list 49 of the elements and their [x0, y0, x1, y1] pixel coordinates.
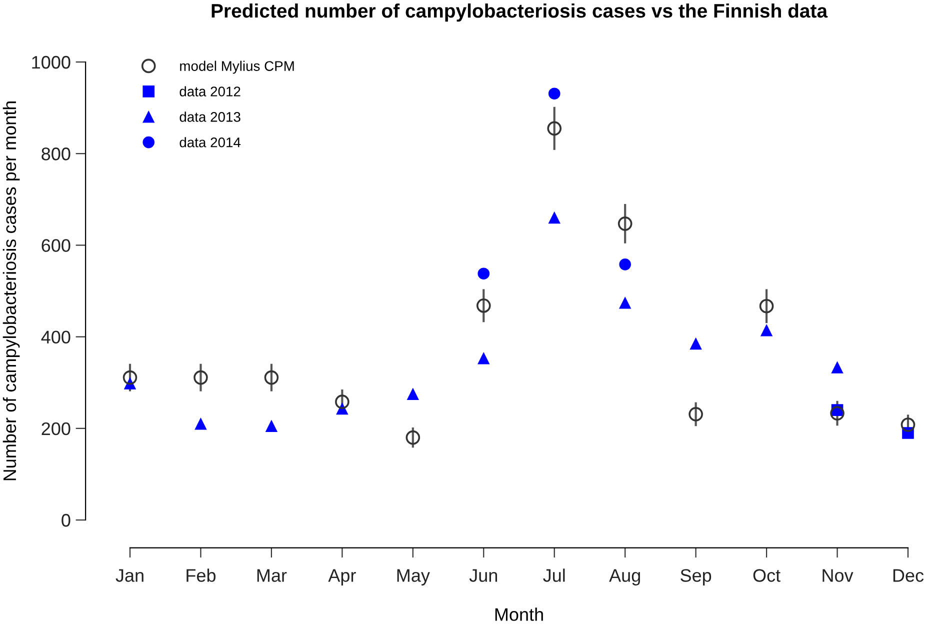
legend-label: data 2012 [180, 86, 240, 96]
point [122, 370, 138, 385]
point [547, 121, 562, 136]
y-tick-label: 1000 [32, 56, 70, 69]
legend-label: data 2014 [180, 137, 241, 148]
point [266, 420, 278, 432]
point [759, 298, 774, 314]
x-tick-label: Sep [680, 569, 712, 586]
point [406, 430, 420, 445]
x-tick-label: Jul [543, 568, 565, 582]
point [831, 362, 844, 374]
y-tick-label: 200 [42, 422, 70, 436]
point [264, 370, 279, 385]
x-tick-label: Apr [328, 569, 356, 586]
x-tick-label: May [397, 569, 430, 586]
point [688, 407, 703, 422]
point [194, 370, 208, 385]
x-tick-label: Jan [116, 569, 144, 582]
x-tick-label: Nov [822, 569, 854, 582]
point [407, 388, 419, 400]
chart-title: Predicted number of campylobacteriosis cases vs the Finnish data [212, 3, 828, 22]
x-tick-label: Dec [893, 569, 924, 582]
point [548, 212, 560, 224]
x-tick-label: Mar [257, 569, 287, 582]
legend-label: data 2013 [180, 112, 240, 122]
point [760, 324, 772, 336]
y-tick-label: 400 [41, 330, 70, 344]
point [548, 88, 560, 100]
point [476, 298, 491, 313]
y-tick-label: 0 [62, 514, 70, 527]
point [478, 352, 490, 364]
point [830, 406, 844, 420]
point [900, 418, 916, 432]
point [690, 338, 702, 350]
x-tick-label: Aug [609, 569, 640, 586]
x-tick-label: Feb [186, 568, 216, 582]
y-axis-title: Number of campylobacteriosis cases per month [2, 101, 20, 480]
point [194, 418, 207, 430]
point [619, 258, 631, 270]
point [335, 394, 350, 409]
y-tick-label: 600 [42, 239, 70, 252]
x-tick-label: Oct [753, 569, 780, 582]
x-axis-title: Month [495, 608, 543, 621]
legend-label: model Mylius CPM [180, 60, 294, 74]
point [619, 297, 631, 309]
y-tick-label: 800 [42, 148, 70, 160]
x-tick-label: Jun [469, 569, 498, 582]
point [478, 268, 490, 280]
point [618, 216, 632, 231]
